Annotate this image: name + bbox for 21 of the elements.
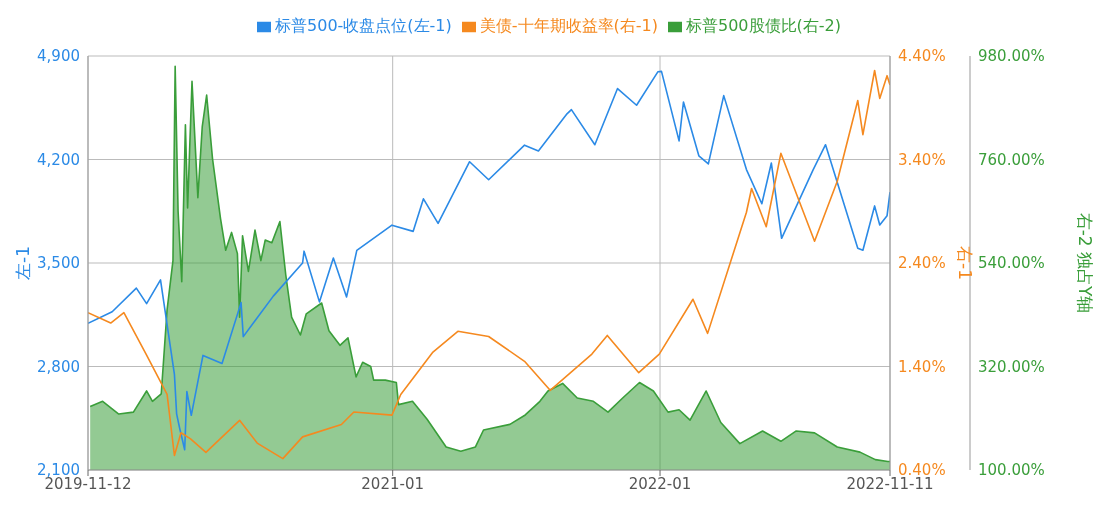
y-tick-label: 3,500 (37, 254, 80, 273)
y2-tick-label: 2.40% (898, 254, 946, 273)
y3-tick-label: 540.00% (978, 254, 1045, 273)
y2-tick-label: 1.40% (898, 357, 946, 376)
y-axis-title: 左-1 (13, 246, 34, 280)
y3-tick-label: 980.00% (978, 47, 1045, 66)
y3-tick-label: 100.00% (978, 461, 1045, 480)
y2-axis-title: 右-1 (954, 246, 975, 280)
y3-axis-title: 右-2 独占Y轴 (1074, 212, 1095, 314)
y3-tick-label: 760.00% (978, 150, 1045, 169)
legend-label: 标普500-收盘点位(左-1) (275, 16, 452, 35)
y-tick-label: 4,200 (37, 150, 80, 169)
y-tick-label: 2,800 (37, 357, 80, 376)
x-tick-label: 2021-01 (361, 474, 425, 493)
y2-tick-label: 4.40% (898, 47, 946, 66)
y3-tick-label: 320.00% (978, 357, 1045, 376)
legend-label: 美债-十年期收益率(右-1) (479, 16, 658, 35)
y-tick-label: 4,900 (37, 47, 80, 66)
y2-tick-label: 3.40% (898, 150, 946, 169)
x-tick-label: 2022-01 (628, 474, 692, 493)
legend-label: 标普500股债比(右-2) (685, 16, 841, 35)
